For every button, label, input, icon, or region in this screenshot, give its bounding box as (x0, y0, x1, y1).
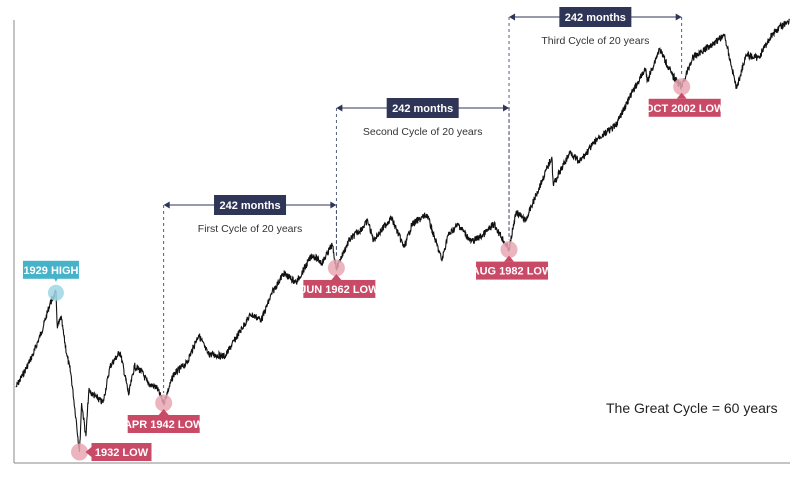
low-label-pointer (504, 255, 515, 262)
cycle-arrow: 242 months First Cycle of 20 years (163, 195, 337, 235)
cycle-months-box (386, 98, 459, 118)
cycle-months-text: 242 months (392, 103, 453, 115)
low-marker (327, 259, 345, 277)
low-label: OCT 2002 LOW (645, 92, 725, 117)
low-label-text: AUG 1982 LOW (472, 266, 553, 278)
cycle-arrow-head-right (330, 201, 337, 209)
cycle-months-text: 242 months (565, 12, 626, 24)
cycle-arrow: 242 months Third Cycle of 20 years (509, 7, 682, 47)
axes (13, 20, 790, 464)
label-layer: 1929 HIGH 1932 LOW APR 1942 LOW JUN 1962 LO… (22, 92, 725, 461)
low-label: AUG 1982 LOW (472, 255, 553, 280)
cycle-months-box (559, 7, 632, 27)
low-label-pointer (676, 92, 687, 99)
cycle-arrow-head-left (163, 201, 170, 209)
low-label-text: JUN 1962 LOW (300, 284, 379, 296)
low-label-box (648, 98, 721, 117)
cycle-arrow-head-right (503, 104, 510, 112)
low-marker (155, 394, 173, 412)
cycle-arrow-head-left (509, 13, 516, 21)
cycle-caption: Third Cycle of 20 years (541, 35, 649, 47)
low-label: APR 1942 LOW (124, 408, 204, 433)
low-label-text: APR 1942 LOW (124, 419, 204, 431)
great-cycle-caption: The Great Cycle = 60 years (606, 400, 778, 416)
low-label-text: 1932 LOW (95, 447, 149, 459)
series-line (15, 18, 790, 453)
high-marker (47, 284, 64, 301)
low-label-box (303, 279, 376, 298)
low-marker (71, 443, 89, 461)
low-label-pointer (331, 273, 342, 280)
cycle-months-box (214, 195, 287, 215)
cycle-arrow: 242 months Second Cycle of 20 years (336, 98, 510, 138)
low-label-pointer (85, 447, 92, 457)
cycle-arrow-head-right (675, 13, 682, 21)
cycle-caption: Second Cycle of 20 years (363, 126, 483, 138)
low-label: JUN 1962 LOW (300, 273, 379, 298)
low-marker (500, 241, 518, 259)
low-marker (673, 78, 691, 96)
cycle-dashed-lines (163, 17, 683, 393)
low-label-box (476, 261, 549, 280)
low-label-text: OCT 2002 LOW (645, 103, 725, 115)
cycle-arrow-head-left (336, 104, 343, 112)
high-label: 1929 HIGH (22, 260, 79, 282)
low-label-pointer (158, 408, 169, 415)
cycle-caption: First Cycle of 20 years (198, 223, 302, 235)
low-label: 1932 LOW (85, 443, 152, 461)
high-label-text: 1929 HIGH (23, 265, 78, 277)
cycle-months-text: 242 months (219, 200, 280, 212)
marker-layer (47, 78, 691, 461)
low-label-box (127, 414, 200, 433)
high-label-box (22, 260, 79, 279)
low-label-box (91, 443, 152, 461)
